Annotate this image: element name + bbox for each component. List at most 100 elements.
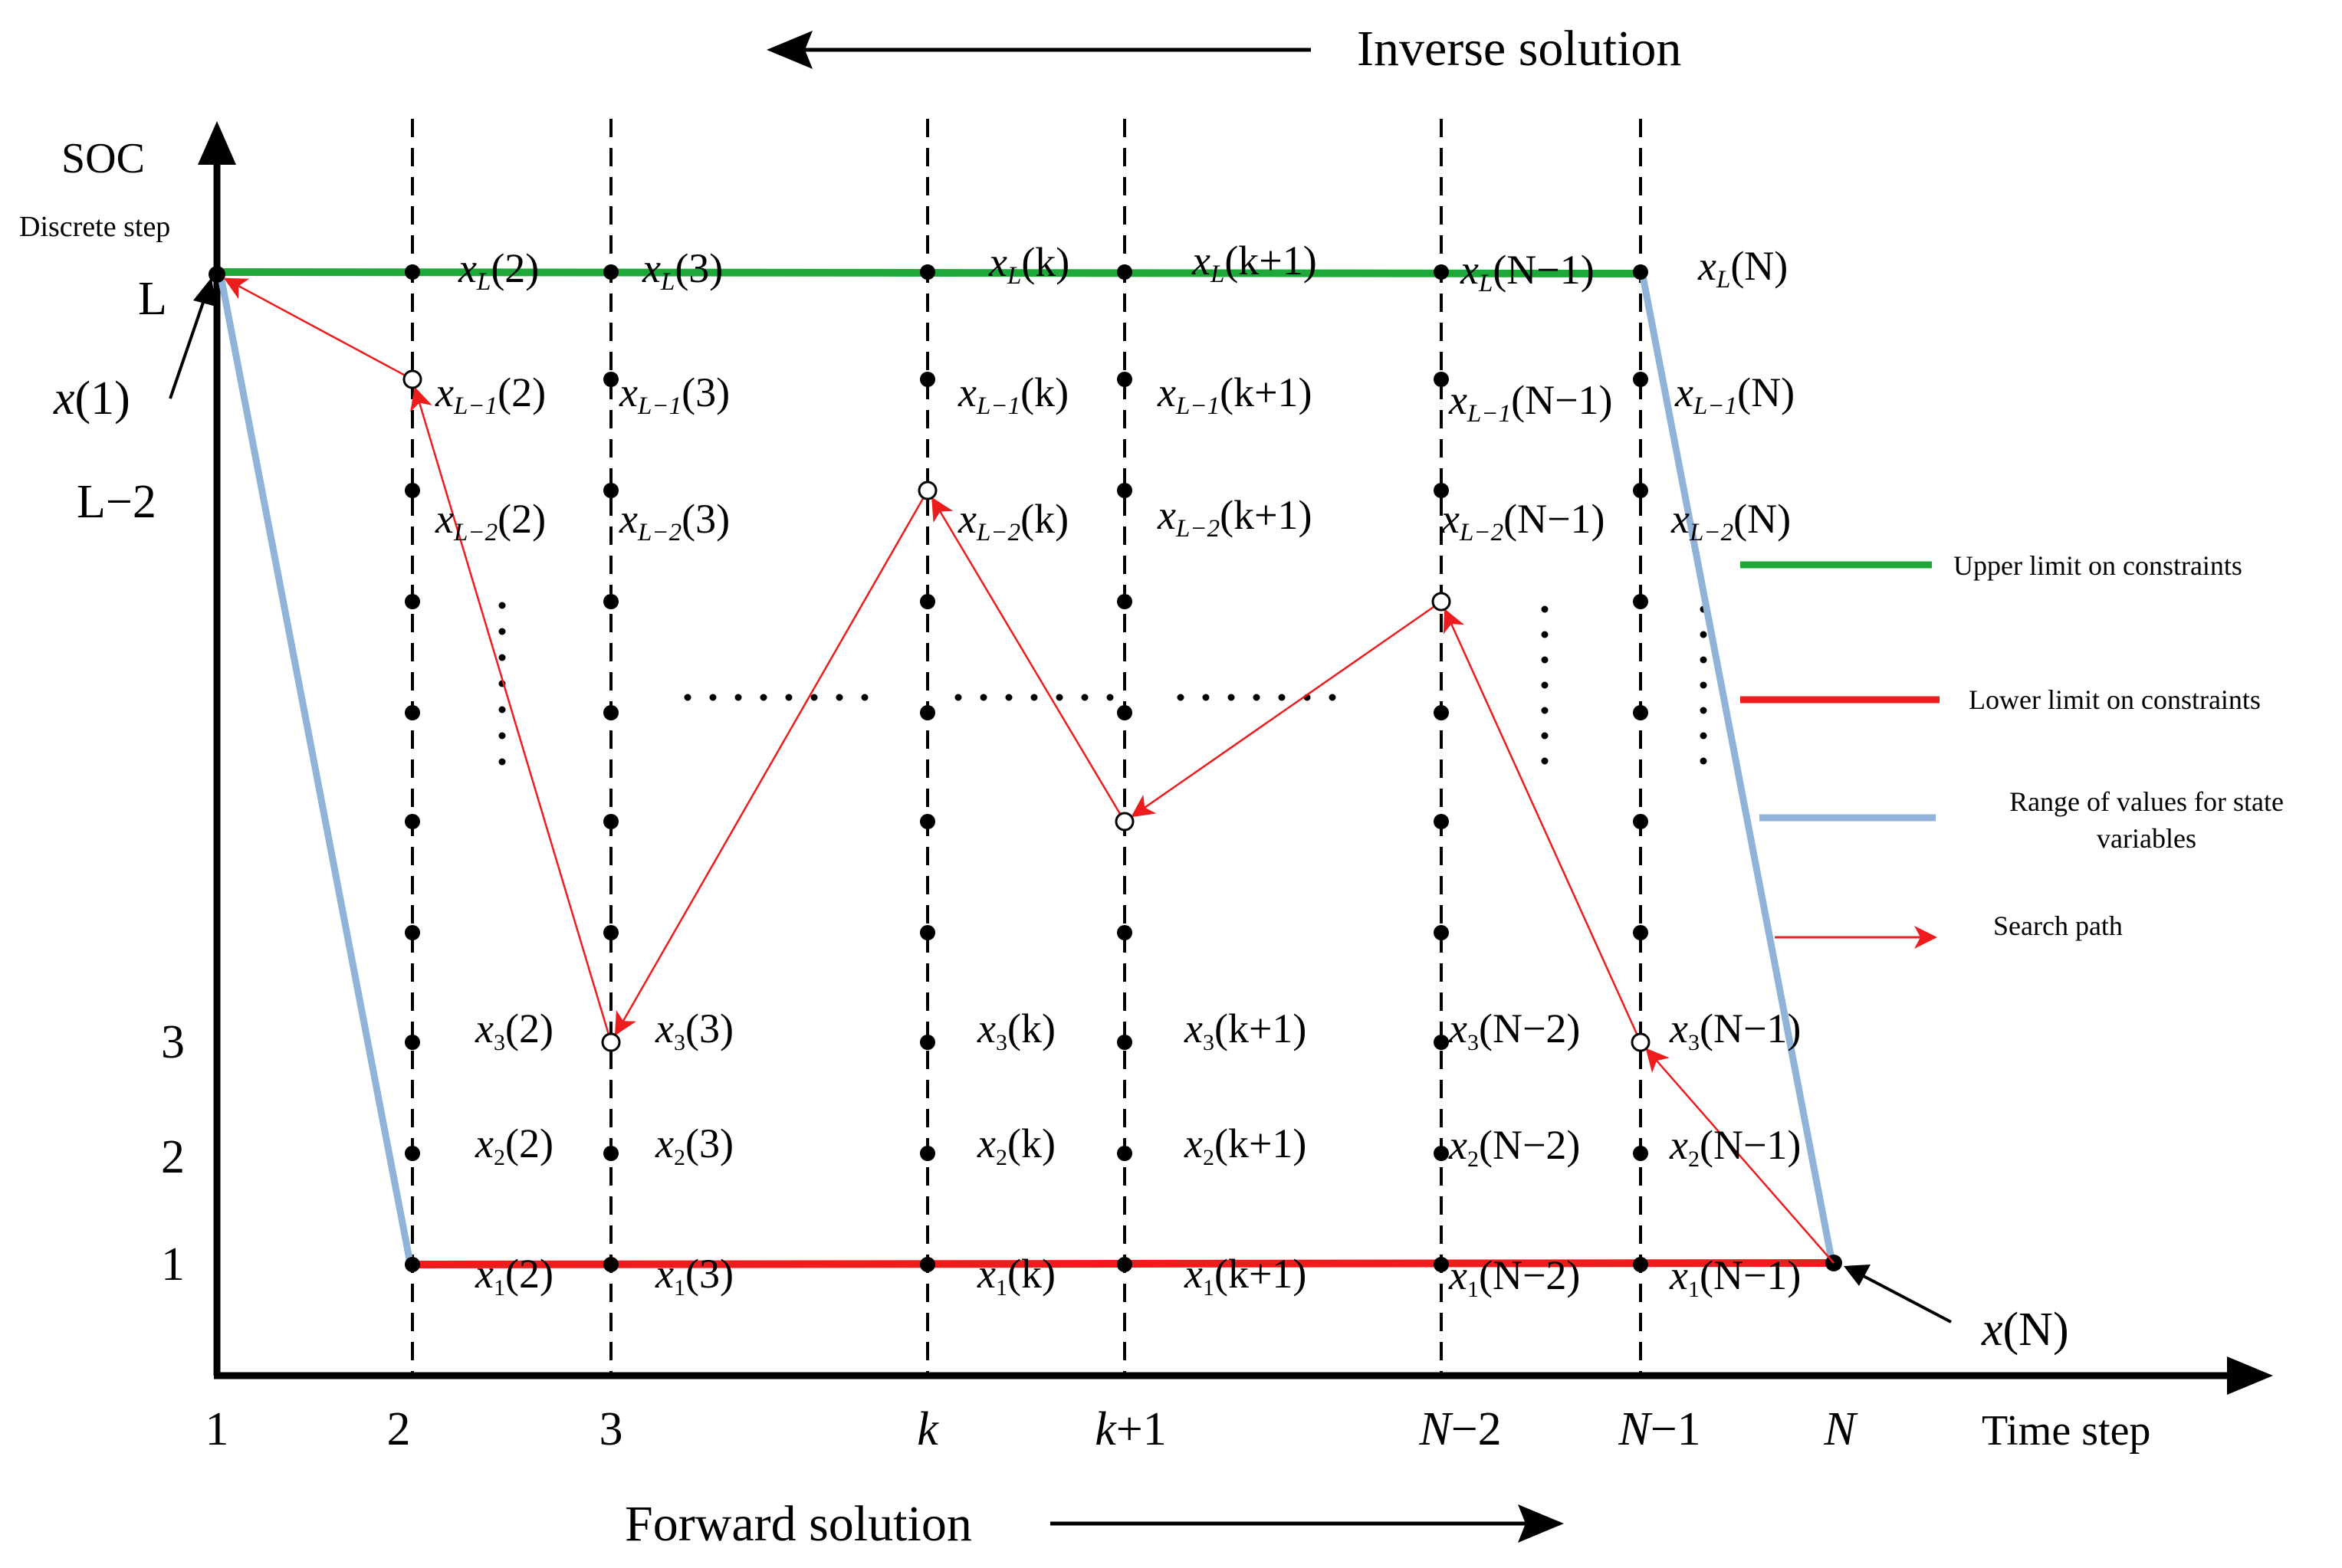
state-point [1633, 594, 1648, 609]
state-point [603, 1257, 619, 1272]
ellipsis-dot [760, 694, 767, 701]
ellipsis-dot [1106, 694, 1114, 701]
ellipsis-dot [498, 706, 506, 713]
ellipsis-dot [709, 694, 717, 701]
ellipsis-dot [1329, 694, 1336, 701]
start-pointer-line [169, 290, 209, 399]
label-x-3: x3(3) [655, 1005, 734, 1055]
label-x-L-1: xL−1(3) [619, 369, 730, 420]
inverse-solution-title: Inverse solution [767, 21, 1681, 77]
state-point [603, 1146, 619, 1161]
ellipsis-dot [1253, 694, 1260, 701]
legend-range-label-2: variables [2097, 823, 2196, 854]
label-x-1: x1(N−1) [1669, 1252, 1801, 1302]
label-x-1: x1(k) [977, 1251, 1056, 1301]
state-point [1633, 1146, 1648, 1161]
forward-solution-title: Forward solution [625, 1496, 1564, 1552]
label-x-L-1: xL−1(k+1) [1157, 369, 1312, 420]
ellipsis-dot [1700, 707, 1707, 714]
ellipsis-dot [1700, 732, 1707, 740]
search-path-segment [1645, 1048, 1835, 1264]
state-point [1434, 483, 1449, 498]
ellipsis-dot [1541, 707, 1549, 714]
state-point [405, 1146, 420, 1161]
start-point [209, 266, 225, 283]
state-point [1633, 264, 1648, 280]
ellipsis-dot [1056, 694, 1063, 701]
label-x-L-2: xL−2(k) [957, 496, 1069, 546]
label-x-2: x2(3) [655, 1120, 734, 1170]
label-x-L-1: xL−1(N) [1674, 369, 1795, 420]
state-point [405, 594, 420, 609]
search-path-segment [614, 490, 929, 1036]
state-point [1434, 705, 1449, 720]
state-point [603, 925, 619, 940]
search-path-segment [1131, 600, 1442, 818]
label-x-2: x2(N−2) [1448, 1122, 1580, 1172]
axis-ticks: 1 2 3 k k+1 N−2 N−1 N L L−2 3 2 1 [77, 273, 1858, 1455]
state-point [1633, 483, 1648, 498]
state-point [920, 1146, 935, 1161]
start-label: x(1) [53, 372, 130, 425]
ellipsis-dot [498, 602, 506, 609]
inverse-arrow-head [767, 31, 813, 69]
label-x-3: x3(2) [475, 1005, 553, 1055]
y-tick-label: 3 [161, 1016, 185, 1068]
state-point [405, 264, 420, 280]
grid-layer [411, 119, 1707, 1376]
y-axis-arrow [198, 121, 236, 165]
state-point [920, 705, 935, 720]
x-axis-title: Time step [1982, 1407, 2150, 1455]
state-point [405, 483, 420, 498]
label-x-L-2: xL−2(2) [435, 496, 546, 546]
label-x-3: x3(k+1) [1184, 1005, 1306, 1055]
state-point [603, 705, 619, 720]
state-point [920, 594, 935, 609]
ellipsis-dot [1700, 681, 1707, 689]
ellipsis-dot [980, 694, 987, 701]
label-x-L: xL(k+1) [1191, 238, 1317, 288]
label-x-L-1: xL−1(k) [957, 369, 1069, 420]
label-x-L: xL(N−1) [1460, 247, 1595, 297]
search-path-segment [1443, 609, 1642, 1043]
state-point [920, 814, 935, 829]
state-point [920, 372, 935, 387]
state-point [920, 1035, 935, 1050]
range-right-edge [1638, 271, 1836, 1264]
label-x-L-2: xL−2(k+1) [1157, 492, 1312, 543]
ellipsis-dot [1700, 631, 1707, 638]
legend-range-label-1: Range of values for state [2009, 786, 2284, 817]
label-x-2: x2(N−1) [1669, 1122, 1801, 1172]
ellipsis-dot [1700, 757, 1707, 765]
y-tick-label: L−2 [77, 476, 156, 528]
label-x-2: x2(k) [977, 1120, 1056, 1170]
state-point [1633, 372, 1648, 387]
state-point [603, 264, 619, 280]
ellipsis-dot [785, 694, 793, 701]
ellipsis-dot [954, 694, 962, 701]
x-tick-label: N [1823, 1403, 1858, 1455]
label-x-L: xL(2) [458, 245, 539, 296]
x-tick-label: 3 [599, 1403, 623, 1455]
state-point [1117, 1146, 1132, 1161]
state-labels: xL(2) xL(3) xL(k) xL(k+1) xL(N−1) xL(N) xL−1(2… [53, 238, 2069, 1356]
state-point [603, 814, 619, 829]
state-point [1434, 925, 1449, 940]
state-point [1633, 705, 1648, 720]
state-point [1117, 483, 1132, 498]
inverse-solution-label: Inverse solution [1357, 21, 1681, 77]
y-tick-label: L [138, 273, 167, 325]
ellipsis-dot [836, 694, 843, 701]
path-node [402, 369, 422, 389]
search-path [169, 277, 1952, 1324]
state-point [1434, 1146, 1449, 1161]
legend-lower-label: Lower limit on constraints [1969, 684, 2261, 715]
y-axis-title: SOC [61, 135, 145, 182]
state-point [1117, 264, 1132, 280]
state-point [1434, 1257, 1449, 1272]
x-tick-label: 2 [387, 1403, 411, 1455]
forward-arrow-head [1518, 1504, 1564, 1543]
x-tick-label: k [917, 1403, 939, 1455]
state-point [405, 925, 420, 940]
label-x-L-2: xL−2(N−1) [1440, 496, 1605, 546]
